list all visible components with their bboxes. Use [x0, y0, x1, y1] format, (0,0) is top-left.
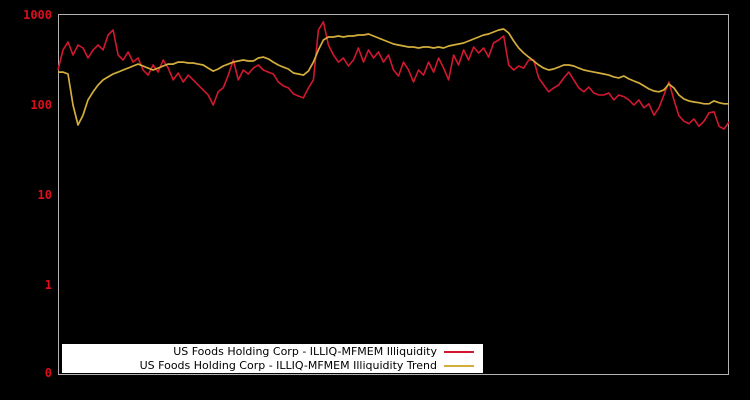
y-tick-1000: 1000 [23, 8, 52, 22]
legend-label-trend: US Foods Holding Corp - ILLIQ-MFMEM Illi… [139, 359, 437, 372]
plot-border [58, 14, 729, 375]
illiquidity-line [57, 20, 730, 130]
legend-label-illiquidity: US Foods Holding Corp - ILLIQ-MFMEM Illi… [173, 345, 437, 358]
y-tick-1: 1 [44, 278, 52, 292]
y-tick-10: 10 [37, 188, 52, 202]
legend-row-illiquidity: US Foods Holding Corp - ILLIQ-MFMEM Illi… [62, 345, 483, 358]
illiquidity-trend-line [58, 28, 729, 126]
legend-swatch-yellow-line [444, 364, 474, 367]
legend-swatch-red-line [444, 350, 474, 353]
legend: US Foods Holding Corp - ILLIQ-MFMEM Illi… [62, 344, 483, 373]
legend-row-trend: US Foods Holding Corp - ILLIQ-MFMEM Illi… [62, 359, 483, 372]
y-tick-0: 0 [44, 366, 52, 380]
y-tick-100: 100 [30, 98, 52, 112]
